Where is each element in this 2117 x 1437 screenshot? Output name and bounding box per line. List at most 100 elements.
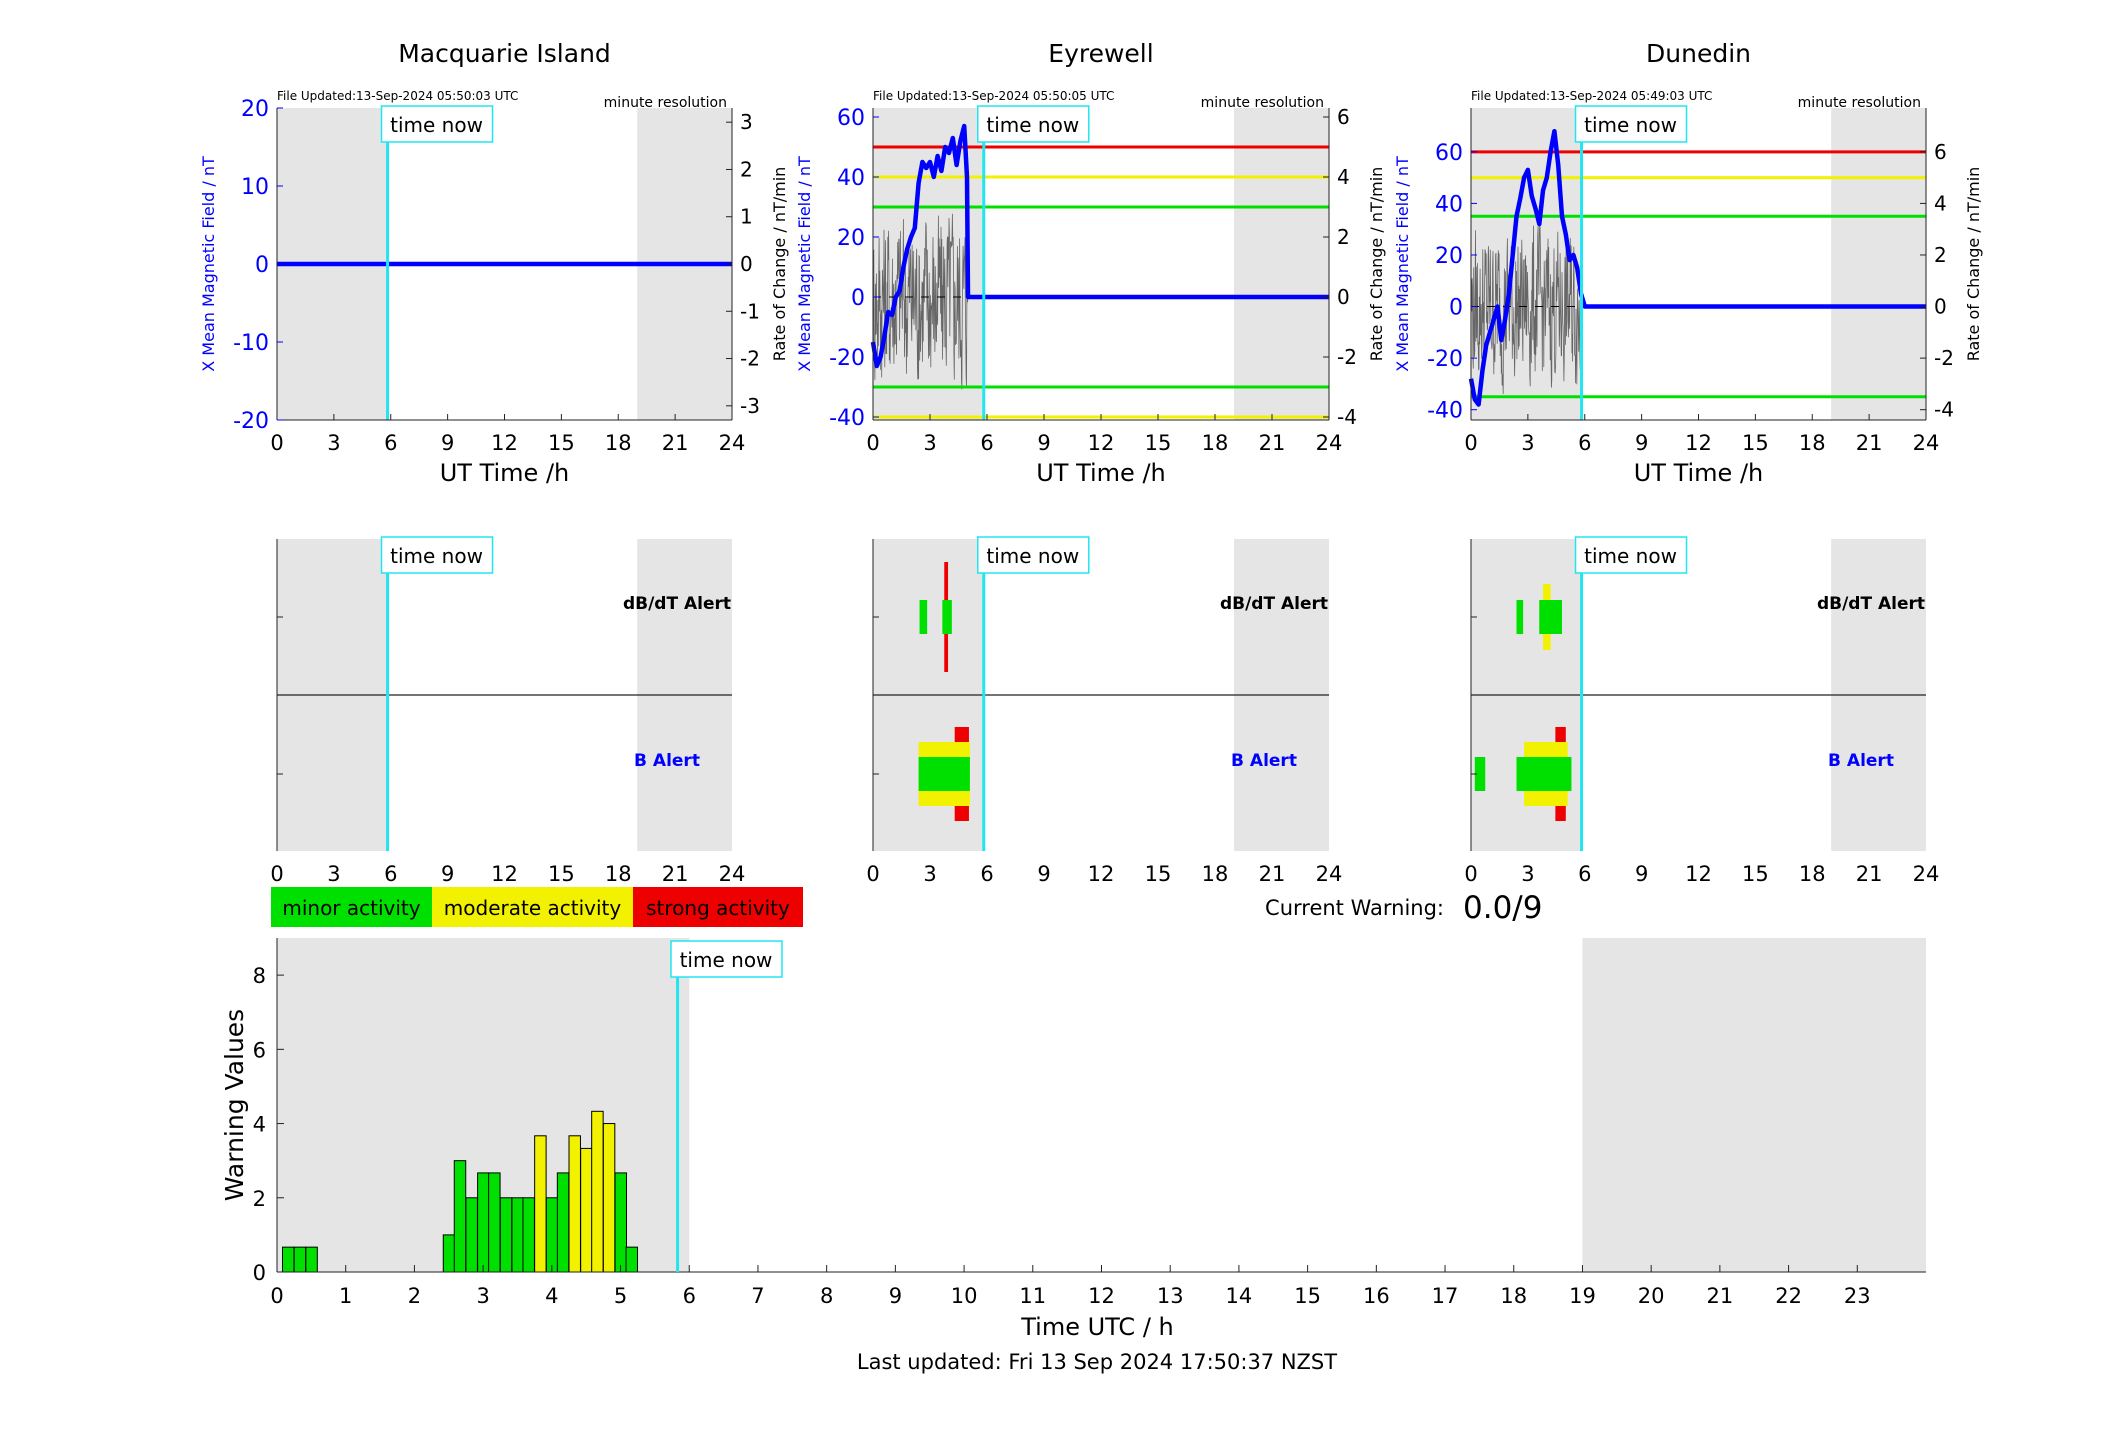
x-tick-label: 3 xyxy=(1521,431,1534,455)
y2-tick-label: 4 xyxy=(1337,165,1350,189)
warning-bar xyxy=(625,1246,638,1273)
warning-bar xyxy=(568,1135,581,1273)
x-tick-label: 18 xyxy=(605,862,632,886)
warning-bar xyxy=(281,1246,295,1273)
y2-tick-label: 2 xyxy=(1337,225,1350,249)
x-tick-label: 15 xyxy=(1294,1284,1321,1308)
warning-bar xyxy=(534,1135,547,1273)
x-tick-label: 0 xyxy=(866,862,879,886)
time-now-label: time now xyxy=(1584,544,1677,568)
dbdt-alert-bar xyxy=(1539,600,1562,634)
panel-title: Eyrewell xyxy=(1048,39,1153,68)
y-axis-label: X Mean Magnetic Field / nT xyxy=(1393,156,1412,372)
y2-tick-label: 0 xyxy=(740,252,753,276)
field-series-line xyxy=(870,123,1329,369)
y2-tick-label: 1 xyxy=(740,205,753,229)
x-tick-label: 18 xyxy=(1799,862,1826,886)
x-tick-label: 9 xyxy=(1635,862,1648,886)
warning-bar xyxy=(545,1197,559,1273)
x-tick-label: 15 xyxy=(1145,431,1172,455)
y2-tick-label: -4 xyxy=(1337,405,1357,429)
x-tick-label: 6 xyxy=(980,431,993,455)
x-axis-label: Time UTC / h xyxy=(1020,1313,1174,1341)
x-axis-label: UT Time /h xyxy=(440,459,570,487)
x-tick-label: 6 xyxy=(980,862,993,886)
y-tick-label: -40 xyxy=(1427,399,1463,424)
x-tick-label: 12 xyxy=(491,431,518,455)
time-now-box xyxy=(977,105,1090,143)
x-tick-label: 3 xyxy=(1521,862,1534,886)
b-alert-label: B Alert xyxy=(1231,751,1297,771)
warning-bar xyxy=(293,1246,307,1273)
x-tick-label: 10 xyxy=(951,1284,978,1308)
y-axis-label: X Mean Magnetic Field / nT xyxy=(795,156,814,372)
x-tick-label: 12 xyxy=(1088,862,1115,886)
x-tick-label: 21 xyxy=(1856,862,1883,886)
y-axis-label: Warning Values xyxy=(220,1009,249,1201)
x-tick-label: 18 xyxy=(1500,1284,1527,1308)
dbdt-alert-bar xyxy=(1516,600,1524,634)
x-tick-label: 22 xyxy=(1775,1284,1802,1308)
y-tick-label: -20 xyxy=(233,409,269,434)
y-tick-label: 0 xyxy=(253,1261,266,1285)
rate-of-change-trace xyxy=(872,213,969,390)
legend-swatch xyxy=(432,887,633,927)
x-tick-label: 24 xyxy=(1913,862,1940,886)
legend-swatch xyxy=(633,887,803,927)
x-tick-label: 19 xyxy=(1569,1284,1596,1308)
x-tick-label: 15 xyxy=(1145,862,1172,886)
time-now-box xyxy=(1574,536,1688,574)
time-now-label: time now xyxy=(680,948,773,972)
y2-tick-label: 0 xyxy=(1934,295,1947,319)
x-tick-label: 6 xyxy=(683,1284,696,1308)
x-tick-label: 0 xyxy=(270,1284,283,1308)
x-tick-label: 11 xyxy=(1019,1284,1046,1308)
y-tick-label: -40 xyxy=(829,406,865,431)
x-tick-label: 3 xyxy=(327,862,340,886)
x-tick-label: 12 xyxy=(1088,431,1115,455)
x-tick-label: 0 xyxy=(1464,862,1477,886)
alert-panel-3: time now dB/dT Alert B Alert 0 3 6 9 12 15 18 21 24 xyxy=(1464,536,1940,886)
time-now-box xyxy=(670,940,783,978)
y-tick-label: 2 xyxy=(253,1187,266,1211)
x-tick-label: 24 xyxy=(719,431,746,455)
time-now-box xyxy=(380,105,494,143)
y-tick-label: 20 xyxy=(241,97,269,122)
warning-bar xyxy=(499,1197,513,1273)
y-tick-label: 0 xyxy=(851,286,865,311)
legend-item: moderate activity xyxy=(432,887,633,927)
x-tick-label: 9 xyxy=(441,862,454,886)
file-updated-label: File Updated:13-Sep-2024 05:50:03 UTC xyxy=(277,89,518,103)
x-tick-label: 12 xyxy=(1685,862,1712,886)
legend-label: minor activity xyxy=(282,896,420,920)
time-now-label: time now xyxy=(390,544,483,568)
x-tick-label: 6 xyxy=(1578,431,1591,455)
panel-title: Dunedin xyxy=(1646,39,1751,68)
magnetometer-panel-1: Macquarie Island File Updated:13-Sep-2024… xyxy=(199,39,789,487)
warning-bar xyxy=(453,1160,467,1273)
x-tick-label: 13 xyxy=(1157,1284,1184,1308)
legend-label: strong activity xyxy=(646,896,790,920)
warning-bar xyxy=(556,1172,570,1273)
y2-tick-label: 0 xyxy=(1337,285,1350,309)
y-tick-label: 20 xyxy=(837,226,865,251)
y-tick-label: -20 xyxy=(1427,347,1463,372)
dbdt-alert-bar xyxy=(942,600,952,634)
x-tick-label: 1 xyxy=(339,1284,352,1308)
x-tick-label: 24 xyxy=(1316,862,1343,886)
night-shade xyxy=(1582,938,1926,1272)
y-tick-label: 4 xyxy=(253,1113,266,1137)
y2-tick-label: 2 xyxy=(740,157,753,181)
warning-bar xyxy=(522,1197,535,1273)
x-tick-label: 21 xyxy=(1259,862,1286,886)
y-tick-label: 40 xyxy=(837,166,865,191)
x-tick-label: 18 xyxy=(1799,431,1826,455)
x-tick-label: 16 xyxy=(1363,1284,1390,1308)
warning-bar xyxy=(465,1197,478,1273)
warning-bar xyxy=(591,1110,604,1273)
y2-axis-label: Rate of Change / nT/min xyxy=(770,167,789,362)
x-tick-label: 15 xyxy=(1742,862,1769,886)
x-tick-label: 14 xyxy=(1226,1284,1253,1308)
